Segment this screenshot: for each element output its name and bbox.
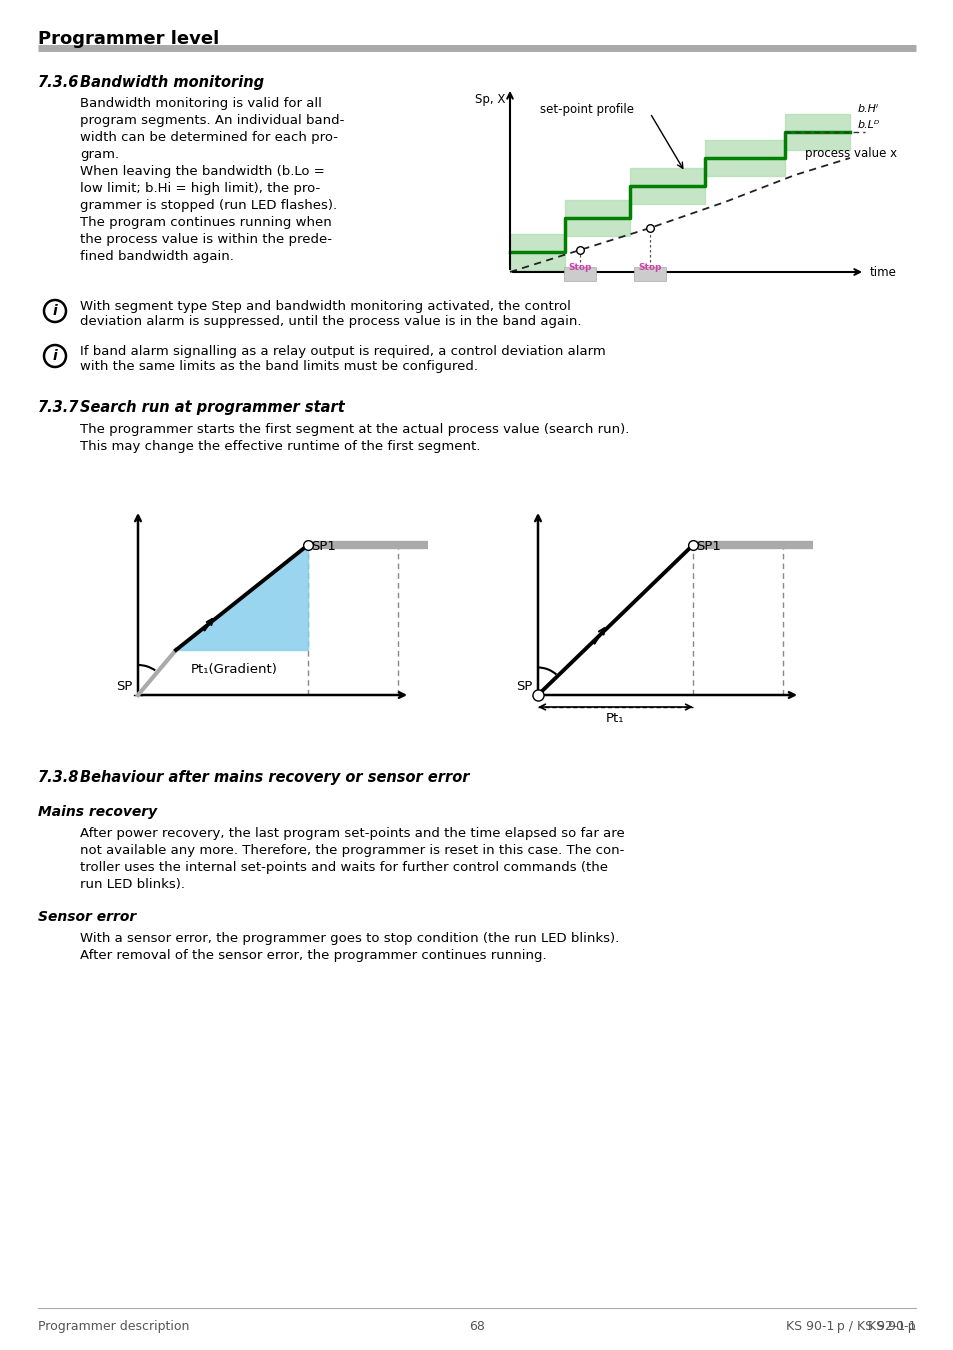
FancyBboxPatch shape: [563, 267, 596, 281]
Polygon shape: [175, 545, 308, 649]
Text: Bandwidth monitoring is valid for all: Bandwidth monitoring is valid for all: [80, 97, 321, 109]
Text: KS 90-1 p / KS 92-1 p: KS 90-1 p / KS 92-1 p: [785, 1320, 915, 1332]
Text: not available any more. Therefore, the programmer is reset in this case. The con: not available any more. Therefore, the p…: [80, 844, 623, 857]
Text: Pt₁: Pt₁: [605, 711, 623, 725]
Text: 68: 68: [469, 1320, 484, 1332]
FancyBboxPatch shape: [634, 267, 665, 281]
Text: The program continues running when: The program continues running when: [80, 216, 332, 230]
Text: Behaviour after mains recovery or sensor error: Behaviour after mains recovery or sensor…: [80, 769, 469, 784]
Text: program segments. An individual band-: program segments. An individual band-: [80, 113, 344, 127]
Text: The programmer starts the first segment at the actual process value (search run): The programmer starts the first segment …: [80, 423, 629, 436]
Text: SP1: SP1: [311, 540, 335, 553]
Text: gram.: gram.: [80, 148, 119, 161]
Text: b.Hᴵ: b.Hᴵ: [857, 104, 879, 113]
Text: When leaving the bandwidth (b.Lo =: When leaving the bandwidth (b.Lo =: [80, 165, 324, 178]
Text: i: i: [52, 304, 57, 319]
Text: width can be determined for each pro-: width can be determined for each pro-: [80, 131, 337, 144]
Text: process value x: process value x: [804, 147, 896, 161]
Text: This may change the effective runtime of the first segment.: This may change the effective runtime of…: [80, 440, 480, 454]
Text: time: time: [869, 266, 896, 278]
Text: Bandwidth monitoring: Bandwidth monitoring: [80, 76, 264, 90]
Text: Stop: Stop: [638, 262, 661, 271]
Text: run LED blinks).: run LED blinks).: [80, 878, 185, 891]
Text: Programmer level: Programmer level: [38, 30, 219, 49]
Text: low limit; b.Hi = high limit), the pro-: low limit; b.Hi = high limit), the pro-: [80, 182, 320, 194]
Text: SP1: SP1: [696, 540, 720, 553]
Text: Programmer description: Programmer description: [38, 1320, 190, 1332]
Text: SP: SP: [116, 680, 132, 693]
Text: fined bandwidth again.: fined bandwidth again.: [80, 250, 233, 263]
Text: grammer is stopped (run LED flashes).: grammer is stopped (run LED flashes).: [80, 198, 336, 212]
Text: the process value is within the prede-: the process value is within the prede-: [80, 234, 332, 246]
Text: After removal of the sensor error, the programmer continues running.: After removal of the sensor error, the p…: [80, 949, 546, 963]
Text: 7.3.6: 7.3.6: [38, 76, 79, 90]
Text: Mains recovery: Mains recovery: [38, 805, 157, 819]
Text: After power recovery, the last program set-points and the time elapsed so far ar: After power recovery, the last program s…: [80, 828, 624, 840]
Text: With segment type Step and bandwidth monitoring activated, the control
deviation: With segment type Step and bandwidth mon…: [80, 300, 581, 328]
Text: If band alarm signalling as a relay output is required, a control deviation alar: If band alarm signalling as a relay outp…: [80, 346, 605, 373]
Text: Sp, X: Sp, X: [475, 93, 504, 107]
Text: Stop: Stop: [568, 262, 591, 271]
Text: With a sensor error, the programmer goes to stop condition (the run LED blinks).: With a sensor error, the programmer goes…: [80, 931, 618, 945]
Text: troller uses the internal set-points and waits for further control commands (the: troller uses the internal set-points and…: [80, 861, 607, 873]
Text: Pt₁(Gradient): Pt₁(Gradient): [191, 663, 277, 676]
Text: set-point profile: set-point profile: [539, 103, 634, 116]
Text: SP: SP: [517, 680, 533, 693]
Text: 7.3.8: 7.3.8: [38, 769, 79, 784]
Text: b.Lᴰ: b.Lᴰ: [857, 120, 880, 130]
Text: i: i: [52, 350, 57, 363]
Text: 7.3.7: 7.3.7: [38, 400, 79, 414]
Text: Sensor error: Sensor error: [38, 910, 136, 923]
Text: Search run at programmer start: Search run at programmer start: [80, 400, 344, 414]
Text: KS 90-1: KS 90-1: [866, 1320, 915, 1332]
